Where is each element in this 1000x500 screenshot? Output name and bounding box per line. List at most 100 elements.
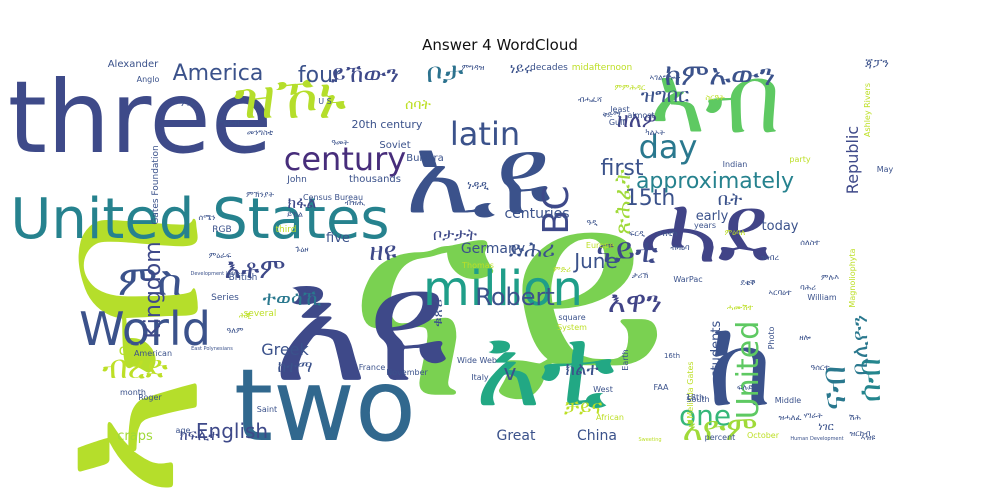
word-58: students (709, 321, 724, 378)
word-97: Census Bureau (303, 193, 363, 202)
word-38: first (601, 156, 644, 181)
word-13: World (79, 302, 211, 356)
word-28: እቶም (224, 252, 285, 285)
word-75: Bulsara (406, 153, 444, 164)
word-92: age (176, 426, 191, 435)
word-56: five (326, 231, 350, 246)
word-148: ምምሕዳር (615, 83, 646, 92)
word-136: ብዝሒ (345, 198, 366, 207)
word-24: United (731, 321, 766, 420)
word-89: month (120, 388, 146, 397)
word-133: ምዕራብ (216, 118, 239, 127)
word-126: East Polynesians (191, 346, 233, 352)
word-51: China (577, 428, 617, 444)
word-157: ሓሙሽተ (727, 303, 754, 312)
word-109: Gulf (609, 118, 625, 127)
word-70: ነዳዲ (467, 178, 489, 192)
word-90: Roger (138, 393, 162, 402)
word-124: October (747, 431, 780, 440)
word-1: ናይ (348, 136, 669, 462)
word-163: ኣዝዩ (861, 433, 875, 442)
word-99: Europe (586, 241, 614, 250)
word-108: almost (627, 111, 654, 120)
word-116: 16th (664, 352, 680, 360)
word-43: ዝግበር (641, 83, 689, 107)
word-162: ዝሓለፈ (779, 413, 802, 422)
word-8: three (8, 59, 273, 176)
word-142: ዓለም (227, 326, 244, 335)
word-165: ታሪኽ (632, 271, 649, 280)
word-59: craps (117, 429, 153, 444)
word-52: Germany (461, 241, 525, 257)
word-158: ዘሎ (799, 333, 811, 342)
word-87: several (244, 309, 277, 319)
word-37: June (572, 249, 618, 273)
word-107: least (610, 105, 629, 114)
word-164: ሃገራት (803, 411, 823, 420)
word-151: ቅድሚ (602, 110, 622, 119)
word-22: day (639, 128, 698, 166)
word-60: v (503, 361, 516, 386)
word-132: ጃፓን (865, 56, 889, 70)
word-29: እዋን (608, 285, 662, 320)
word-114: Photo (767, 326, 776, 349)
word-72: 20th century (352, 118, 423, 131)
word-14: ዝኾኑ (234, 64, 346, 132)
word-94: November (386, 368, 428, 377)
word-81: Gates Foundation (151, 145, 161, 224)
word-33: ቦታ (426, 56, 463, 89)
word-131: ነይሩ (510, 61, 532, 77)
word-130: ምግዳዝ (462, 63, 485, 72)
word-119: West (593, 385, 613, 394)
word-32: ይኸውን (331, 60, 399, 88)
word-111: Ashley Rivers (863, 83, 872, 137)
word-141: ምዕራፍ (209, 251, 232, 260)
word-61: ክልተ (565, 359, 598, 380)
word-161: ፍሉይ (737, 383, 753, 392)
word-35: Kingdom (141, 241, 166, 338)
word-160: ሽሕ (849, 413, 861, 422)
word-88: American (134, 349, 172, 358)
word-169: ደቂቕ (740, 278, 755, 287)
word-9: two (234, 347, 416, 464)
word-55: today (762, 219, 799, 234)
word-120: South (686, 395, 709, 404)
word-86: Series (211, 293, 239, 303)
word-68: ቁጽሪ (430, 299, 446, 327)
word-57: old (119, 341, 142, 359)
word-112: Magnoliophyta (848, 248, 857, 307)
word-159: ዓሰርተ (811, 363, 831, 372)
word-138: ምኽንያት (246, 190, 274, 199)
word-106: party (789, 155, 810, 164)
word-153: ዝነበረ (761, 253, 780, 262)
word-67: ክፋል (288, 193, 317, 212)
word-145: ፖለቲካ (657, 229, 677, 238)
word-127: Human Development (790, 436, 843, 442)
word-17: ናይቲ (596, 231, 658, 271)
word-21: century (284, 140, 406, 178)
word-26: እዮም (683, 409, 758, 449)
word-170: ምዕባለ (725, 228, 746, 237)
word-83: RGB (212, 225, 231, 235)
chart-title: Answer 4 WordCloud (422, 36, 578, 54)
word-155: ምሉእ (821, 273, 839, 282)
word-42: ጽሕፈት (611, 169, 636, 235)
word-104: years (694, 221, 716, 230)
word-144: ፍርዲ (629, 229, 645, 238)
word-25: one (679, 399, 731, 432)
word-19: ከምኡውን (665, 58, 776, 93)
word-10: እቲ (475, 303, 614, 431)
word-139: ጉዕዞ (295, 245, 308, 254)
word-48: Republic (843, 126, 862, 194)
word-4: ኣብ (649, 45, 780, 155)
word-18: ምስ (118, 256, 182, 305)
word-49: Greek (261, 340, 309, 359)
word-64: ክፍሊት (180, 426, 219, 444)
word-149: ስርዓት (705, 93, 725, 102)
word-73: Soviet (379, 140, 410, 151)
word-85: British (229, 273, 258, 283)
word-62: ቻይና (564, 395, 603, 419)
word-36: Robert (475, 283, 555, 311)
word-53: centuries (504, 206, 569, 222)
